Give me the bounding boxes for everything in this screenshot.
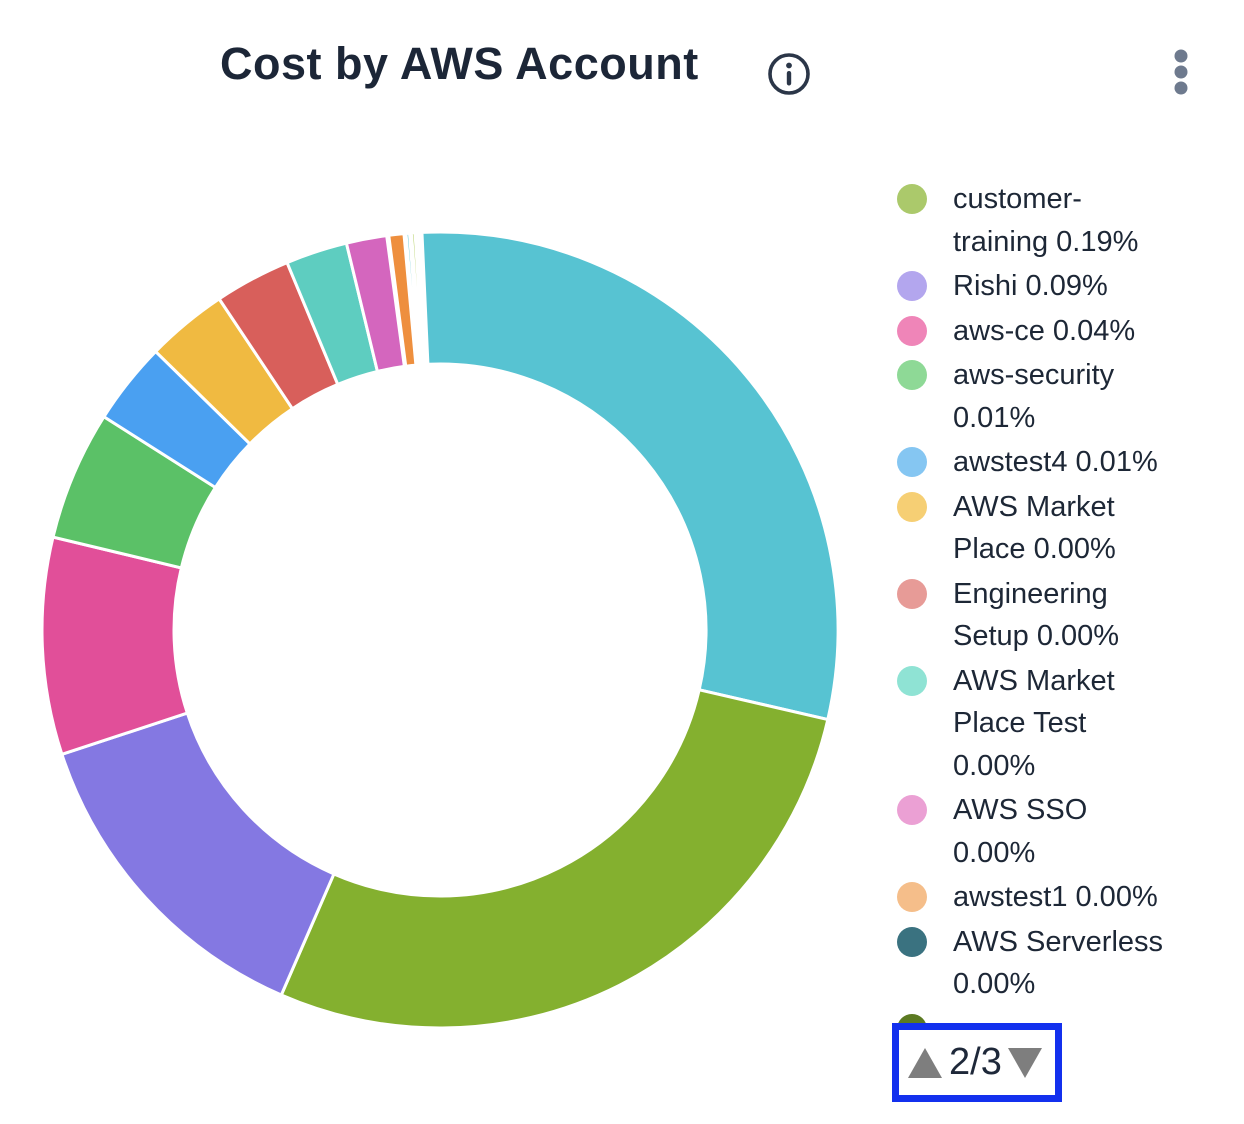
legend-label: Engineering Setup 0.00% xyxy=(953,577,1120,653)
legend-swatch-icon xyxy=(897,360,927,390)
legend-item[interactable]: AWS Market Place 0.00% xyxy=(897,486,1227,571)
legend-swatch-icon xyxy=(897,882,927,912)
donut-segment[interactable] xyxy=(40,535,190,757)
legend-swatch-icon xyxy=(897,578,927,609)
legend-item[interactable]: customer-training 0.19% xyxy=(897,178,1227,263)
legend-item[interactable]: Rishi 0.09% xyxy=(897,265,1227,308)
legend-item[interactable]: aws-ce 0.04% xyxy=(897,310,1227,353)
legend-label: aws-security 0.01% xyxy=(953,359,1115,434)
legend-swatch-icon xyxy=(897,491,927,522)
legend-swatch-icon xyxy=(897,315,927,346)
legend-label: awstest4 0.01% xyxy=(953,446,1158,478)
legend-swatch-icon xyxy=(897,926,927,957)
legend-swatch-icon xyxy=(897,447,927,477)
legend-label: aws-ce 0.04% xyxy=(953,314,1136,347)
legend-label: AWS Market Place 0.00% xyxy=(953,490,1116,566)
legend-item[interactable]: aws-security 0.01% xyxy=(897,354,1227,439)
donut-segment[interactable] xyxy=(420,230,840,722)
kebab-menu-icon[interactable] xyxy=(1164,44,1198,100)
legend-label: awstest1 0.00% xyxy=(953,881,1158,913)
legend-swatch-icon xyxy=(897,665,927,696)
legend-label: AWS Serverless 0.00% xyxy=(953,925,1164,1001)
legend-item[interactable] xyxy=(897,1008,1227,1024)
legend-item[interactable]: AWS SSO 0.00% xyxy=(897,789,1227,874)
legend-label: AWS Market Place Test 0.00% xyxy=(953,664,1115,782)
legend-swatch-icon xyxy=(897,1013,927,1023)
page-down-button[interactable] xyxy=(1007,1047,1042,1078)
legend-swatch-icon xyxy=(897,271,927,301)
legend-label: AWS SSO 0.00% xyxy=(953,794,1088,869)
page-indicator: 2/3 xyxy=(949,1041,1002,1083)
legend-label xyxy=(953,1008,1171,1024)
legend-label: customer-training 0.19% xyxy=(953,183,1139,258)
page-up-button[interactable] xyxy=(908,1047,942,1078)
legend-label: Rishi 0.09% xyxy=(953,270,1108,302)
legend-swatch-icon xyxy=(897,184,927,214)
legend: customer-training 0.19% Rishi 0.09% aws-ce… xyxy=(897,178,1227,1023)
legend-item[interactable]: AWS Serverless 0.00% xyxy=(897,921,1227,1006)
donut-segment[interactable] xyxy=(60,711,336,997)
widget-title: Cost by AWS Account xyxy=(220,38,699,89)
legend-item[interactable]: awstest4 0.01% xyxy=(897,441,1227,484)
info-icon[interactable] xyxy=(766,51,812,97)
legend-item[interactable]: AWS Market Place Test 0.00% xyxy=(897,660,1227,788)
legend-swatch-icon xyxy=(897,795,927,825)
legend-pagination: 2/3 xyxy=(892,1023,1062,1102)
legend-item[interactable]: Engineering Setup 0.00% xyxy=(897,573,1227,658)
donut-segment[interactable] xyxy=(279,688,830,1030)
donut-segment[interactable] xyxy=(409,231,425,367)
legend-item[interactable]: awstest1 0.00% xyxy=(897,876,1227,919)
